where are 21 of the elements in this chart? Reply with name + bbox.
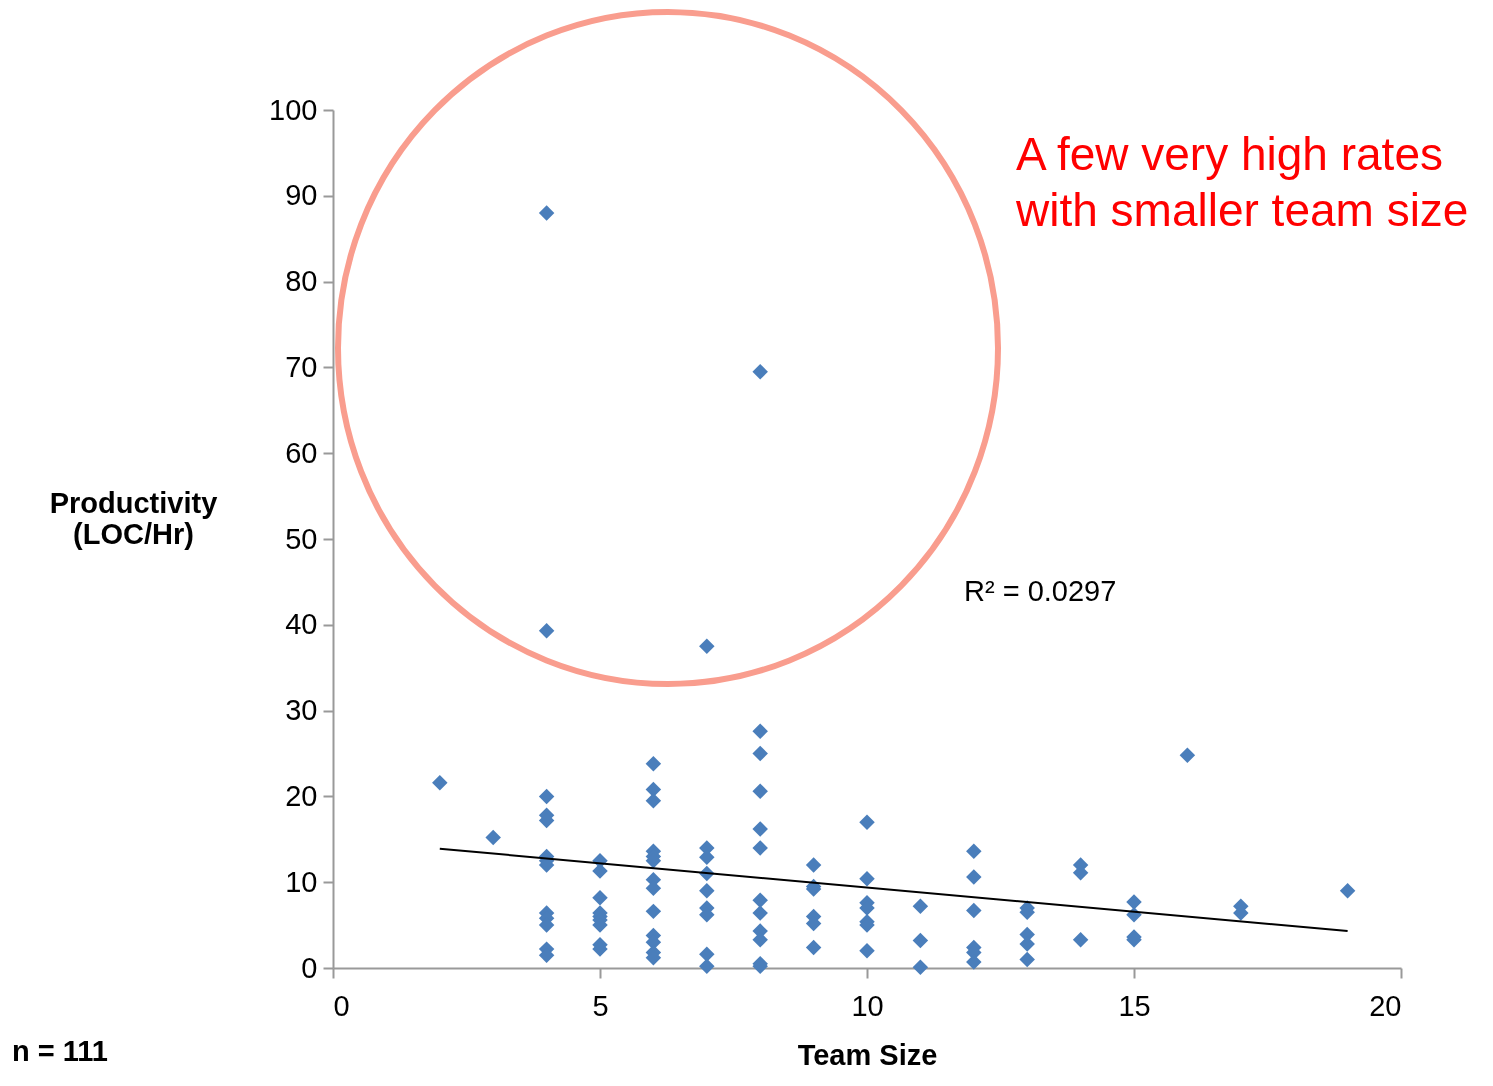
x-tick-label: 20 <box>1369 989 1402 1022</box>
annotation: A few very high rates with smaller team size <box>1016 127 1470 239</box>
x-axis-title: Team Size <box>797 1038 938 1071</box>
annotation: R² = 0.0297 <box>964 574 1117 609</box>
y-tick-label: 90 <box>285 179 318 212</box>
y-tick-label: 50 <box>285 522 318 555</box>
y-tick-label: 70 <box>285 350 318 383</box>
y-tick-label: 0 <box>301 951 318 984</box>
x-tick-label: 0 <box>333 989 350 1022</box>
y-tick-label: 20 <box>285 779 318 812</box>
x-tick-label: 5 <box>592 989 609 1022</box>
text: n = 111 <box>12 1034 108 1069</box>
y-tick-label: 100 <box>269 93 318 126</box>
y-tick-label: 60 <box>285 436 318 469</box>
y-tick-label: 10 <box>285 865 318 898</box>
y-axis-title: Productivity (LOC/Hr) <box>49 486 218 550</box>
x-tick-label: 15 <box>1118 989 1151 1022</box>
y-tick-label: 80 <box>285 265 318 298</box>
x-tick-label: 10 <box>851 989 884 1022</box>
y-tick-label: 30 <box>285 694 318 727</box>
y-tick-label: 40 <box>285 608 318 641</box>
